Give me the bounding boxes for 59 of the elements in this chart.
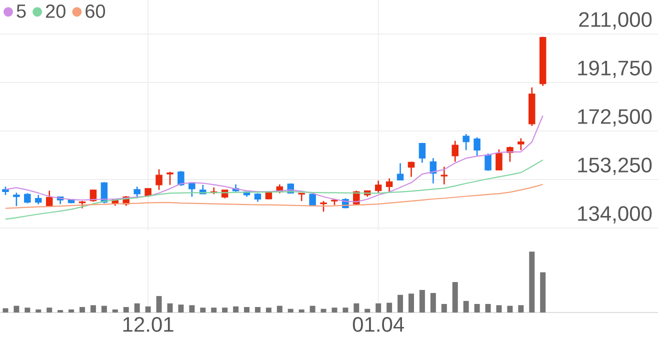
bar bbox=[36, 309, 42, 312]
bar bbox=[441, 304, 447, 312]
y-tick-label: 191,750 bbox=[578, 60, 652, 78]
bar bbox=[211, 308, 217, 312]
bar bbox=[332, 308, 338, 312]
bar bbox=[354, 303, 360, 312]
bar bbox=[364, 308, 370, 312]
bar bbox=[376, 303, 382, 312]
bar bbox=[233, 306, 239, 312]
bar bbox=[145, 306, 151, 312]
bar bbox=[507, 306, 513, 312]
bar bbox=[408, 294, 414, 312]
bar bbox=[266, 308, 272, 312]
bar bbox=[485, 304, 491, 312]
y-tick-label: 172,500 bbox=[578, 109, 652, 126]
bar bbox=[68, 309, 74, 312]
bar bbox=[276, 306, 282, 312]
legend-label: 20 bbox=[46, 4, 66, 18]
bar bbox=[529, 252, 535, 312]
bar bbox=[134, 303, 140, 312]
bar bbox=[540, 272, 546, 312]
bar bbox=[14, 306, 20, 312]
bar bbox=[342, 308, 348, 312]
bar bbox=[496, 305, 502, 312]
legend-label: 60 bbox=[86, 4, 106, 18]
bar bbox=[254, 307, 260, 312]
bar bbox=[112, 309, 118, 312]
bar bbox=[167, 303, 173, 312]
bar bbox=[90, 305, 96, 312]
legend-label: 5 bbox=[16, 4, 26, 18]
x-tick-label: 12.01 bbox=[123, 317, 174, 332]
bar bbox=[320, 308, 326, 312]
bar bbox=[398, 294, 404, 312]
bar bbox=[2, 308, 8, 312]
bar bbox=[452, 282, 458, 312]
bar bbox=[430, 293, 436, 312]
y-tick-label: 134,000 bbox=[578, 206, 652, 224]
bar bbox=[80, 307, 85, 312]
bar bbox=[244, 307, 250, 312]
bar bbox=[463, 300, 469, 312]
bar bbox=[310, 306, 316, 312]
bar bbox=[200, 308, 206, 312]
y-tick-label: 211,000 bbox=[579, 12, 652, 30]
bar bbox=[101, 306, 107, 312]
bar bbox=[288, 308, 294, 312]
bar bbox=[474, 304, 480, 312]
bar bbox=[386, 302, 392, 312]
bar bbox=[178, 304, 184, 312]
bar bbox=[156, 296, 162, 312]
bar bbox=[518, 305, 524, 312]
bar bbox=[24, 308, 30, 312]
bar bbox=[46, 308, 52, 312]
x-tick-label: 01.04 bbox=[352, 317, 404, 332]
bar bbox=[298, 309, 304, 312]
y-tick-label: 153,250 bbox=[578, 158, 652, 175]
bar bbox=[123, 307, 129, 312]
bar bbox=[419, 290, 425, 312]
bar bbox=[222, 308, 228, 312]
bar bbox=[189, 305, 195, 312]
